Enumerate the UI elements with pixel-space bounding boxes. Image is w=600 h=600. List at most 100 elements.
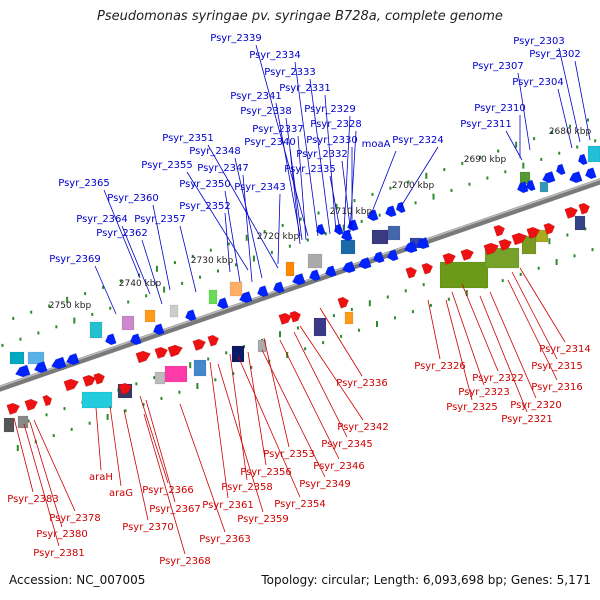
reverse-gene-arrow [578, 202, 590, 215]
scale-tick [191, 254, 194, 258]
forward-leader-line [285, 117, 303, 241]
forward-gene-arrow [367, 209, 379, 222]
scale-tick [519, 272, 522, 276]
scale-tick [393, 316, 396, 320]
reverse-gene-label: Psyr_2321 [501, 414, 553, 425]
scale-tick [155, 265, 158, 272]
reverse-leader-line [263, 337, 290, 448]
forward-leader-line [103, 189, 141, 279]
scale-label: 2740 kbp [119, 279, 162, 289]
homology-block [169, 304, 179, 318]
scale-tick [350, 307, 353, 311]
reverse-leader-line [451, 291, 485, 386]
reverse-leader-line [33, 419, 76, 512]
scale-tick [281, 223, 284, 227]
reverse-leader-line [209, 361, 229, 499]
scale-tick [304, 347, 307, 351]
forward-gene-label: Psyr_2337 [252, 124, 304, 135]
scale-tick [407, 180, 410, 184]
forward-leader-line [343, 115, 351, 233]
forward-leader-line [557, 88, 573, 149]
forward-gene-label: Psyr_2369 [49, 254, 101, 265]
scale-tick [371, 192, 374, 196]
forward-gene-arrow [130, 333, 142, 346]
reverse-leader-line [461, 283, 499, 372]
scale-tick [335, 203, 338, 210]
forward-leader-line [224, 212, 231, 273]
reverse-leader-line [123, 409, 149, 521]
reverse-leader-line [247, 351, 267, 466]
reverse-gene-arrow [207, 334, 219, 347]
reverse-gene-label: araG [109, 488, 133, 499]
scale-tick [360, 219, 363, 223]
forward-gene-arrow [325, 265, 337, 278]
reverse-gene-label: Psyr_2358 [221, 482, 273, 493]
reverse-gene-label: Psyr_2320 [510, 400, 562, 411]
forward-leader-line [324, 94, 337, 233]
reverse-leader-line [145, 399, 176, 503]
forward-gene-label: Psyr_2340 [244, 137, 296, 148]
forward-gene-label: Psyr_2310 [474, 103, 526, 114]
scale-tick [173, 261, 176, 265]
scale-tick [558, 151, 561, 155]
scale-label: 2730 kbp [191, 256, 234, 266]
reverse-gene-label: Psyr_2356 [240, 467, 292, 478]
scale-tick [594, 139, 597, 143]
reverse-gene-label: Psyr_2381 [33, 548, 85, 559]
reverse-leader-line [299, 325, 364, 421]
scale-tick [317, 211, 320, 215]
forward-leader-line [207, 144, 279, 269]
tick-layer [1, 118, 597, 451]
forward-gene-label: Psyr_2329 [304, 104, 356, 115]
scale-tick [429, 303, 432, 307]
homology-block [521, 235, 537, 255]
forward-gene-label: Psyr_2352 [179, 201, 231, 212]
scale-tick [299, 217, 302, 221]
reverse-gene-arrow [192, 338, 206, 351]
forward-gene-arrow [358, 257, 372, 270]
reverse-leader-line [179, 403, 226, 533]
homology-block [89, 321, 103, 339]
homology-block [340, 239, 356, 255]
scale-tick [227, 242, 230, 246]
forward-leader-line [94, 265, 117, 315]
scale-tick [515, 141, 518, 148]
forward-gene-arrow [385, 205, 397, 218]
scale-tick [358, 328, 361, 332]
reverse-gene-label: Psyr_2354 [274, 499, 326, 510]
reverse-gene-arrow [421, 262, 433, 275]
forward-leader-line [309, 78, 331, 235]
scale-tick [181, 281, 184, 285]
forward-gene-arrow [341, 229, 353, 242]
scale-tick [153, 376, 156, 380]
forward-gene-label: Psyr_2362 [96, 228, 148, 239]
forward-leader-line [186, 171, 249, 271]
forward-gene-arrow [217, 297, 229, 310]
forward-gene-label: Psyr_2348 [189, 146, 241, 157]
forward-leader-line [224, 190, 241, 283]
forward-leader-line [242, 174, 253, 283]
reverse-gene-arrow [460, 248, 474, 261]
reverse-leader-line [427, 299, 441, 360]
reverse-gene-arrow [278, 312, 292, 325]
forward-gene-label: Psyr_2303 [513, 36, 565, 47]
scale-tick [548, 238, 551, 245]
scale-tick [378, 213, 381, 217]
reverse-leader-line [507, 279, 558, 381]
scale-label: 2690 kbp [464, 155, 507, 165]
scale-tick [12, 316, 15, 320]
reverse-leader-line [261, 349, 326, 478]
forward-leader-line [234, 157, 263, 279]
genome-backbone [0, 178, 600, 392]
scale-tick [540, 157, 543, 161]
scale-tick [569, 124, 572, 128]
scale-tick [404, 289, 407, 293]
scale-tick [479, 155, 482, 159]
forward-gene-arrow [555, 163, 566, 176]
reverse-gene-arrow [42, 394, 53, 407]
reverse-gene-label: Psyr_2366 [142, 485, 194, 496]
scale-tick [324, 232, 327, 236]
reverse-gene-arrow [405, 266, 417, 279]
scale-tick [468, 182, 471, 186]
